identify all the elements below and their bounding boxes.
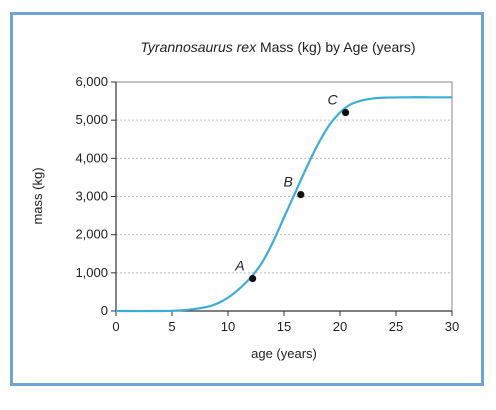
y-tick-label: 1,000 bbox=[75, 265, 108, 280]
point-label: A bbox=[234, 258, 244, 274]
x-tick-label: 25 bbox=[389, 319, 403, 334]
y-tick-label: 3,000 bbox=[75, 189, 108, 204]
series-line bbox=[115, 96, 452, 313]
x-tick-label: 15 bbox=[277, 319, 291, 334]
chart-frame bbox=[10, 12, 484, 386]
y-axis-label: mass (kg) bbox=[30, 167, 45, 224]
point-marker bbox=[297, 190, 305, 199]
point-c: C bbox=[327, 92, 350, 117]
y-tick-label: 2,000 bbox=[75, 227, 108, 242]
point-a: A bbox=[234, 258, 257, 283]
point-label: C bbox=[327, 92, 338, 108]
chart-title: Tyrannosaurus rex Mass (kg) by Age (year… bbox=[140, 39, 415, 55]
y-tick-label: 6,000 bbox=[75, 74, 108, 89]
tick-labels: 0 1,000 2,000 3,000 4,000 5,000 6,000 0 5 10 15 20 2… bbox=[75, 74, 459, 334]
point-b: B bbox=[283, 174, 305, 199]
x-tick-label: 0 bbox=[112, 319, 119, 334]
y-tick-label: 5,000 bbox=[75, 112, 108, 127]
labeled-points: A B C bbox=[234, 92, 350, 283]
x-axis-label: age (years) bbox=[251, 346, 317, 361]
chart-title-italic: Tyrannosaurus rex bbox=[140, 39, 257, 55]
chart-title-rest: Mass (kg) by Age (years) bbox=[256, 39, 416, 55]
x-tick-label: 20 bbox=[333, 319, 347, 334]
x-tick-label: 5 bbox=[168, 319, 175, 334]
point-marker bbox=[249, 274, 257, 283]
x-tick-label: 30 bbox=[445, 319, 459, 334]
x-tick-label: 10 bbox=[221, 319, 235, 334]
point-label: B bbox=[283, 174, 292, 190]
y-tick-label: 4,000 bbox=[75, 150, 108, 165]
y-tick-label: 0 bbox=[101, 303, 108, 318]
point-marker bbox=[342, 108, 350, 117]
